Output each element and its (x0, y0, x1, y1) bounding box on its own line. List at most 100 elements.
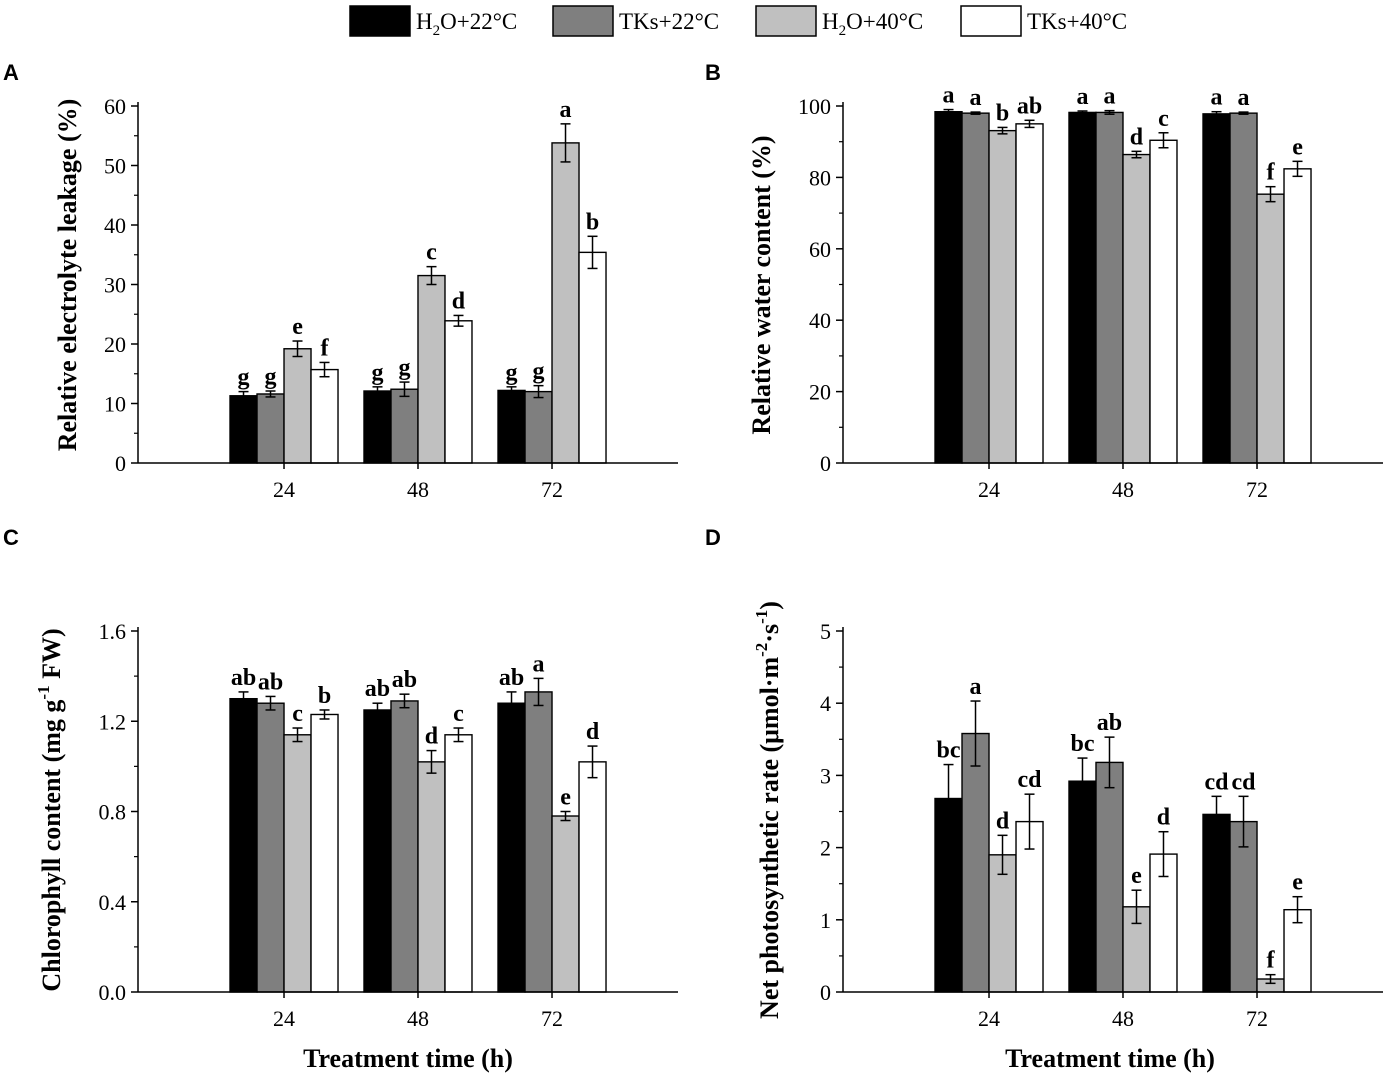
sig-letter-a-48h-series3: c (426, 240, 437, 266)
sig-letter-a-72h-series1: g (506, 360, 518, 386)
bar-b-48h-series4 (1149, 139, 1178, 464)
error-bar-c-48h-series4 (453, 727, 464, 743)
y-tick-label-a-6: 60 (104, 94, 126, 119)
bar-c-72h-series1 (497, 702, 526, 993)
sig-letter-b-24h-series2: a (970, 85, 982, 111)
error-bar-a-24h-series4 (319, 361, 330, 378)
sig-letter-a-24h-series4: f (321, 335, 330, 361)
error-bar-d-48h-series2 (1104, 736, 1115, 789)
sig-letter-c-24h-series3: c (292, 701, 303, 727)
x-axis-title-c: Treatment time (h) (303, 1044, 513, 1073)
bar-c-24h-series3 (283, 734, 312, 993)
y-tick-label-b-2: 40 (809, 308, 831, 333)
panel-letter-d: D (705, 525, 721, 550)
sig-letter-d-24h-series3: d (996, 808, 1010, 834)
error-bar-a-48h-series2 (399, 381, 410, 398)
x-tick-label-c-72: 72 (541, 1006, 563, 1031)
x-tick-label-a-48: 48 (407, 477, 429, 502)
bar-d-48h-series1 (1068, 780, 1097, 993)
x-tick-label-b-48: 48 (1112, 477, 1134, 502)
sig-letter-a-48h-series4: d (452, 288, 466, 314)
legend-swatch-4 (960, 5, 1022, 37)
bar-c-72h-series2 (524, 691, 553, 993)
error-bar-c-48h-series1 (372, 702, 383, 718)
y-tick-label-d-5: 5 (820, 619, 831, 644)
bar-a-24h-series4 (310, 368, 339, 464)
bar-b-72h-series2 (1229, 112, 1258, 464)
error-bar-c-24h-series3 (292, 727, 303, 743)
bar-c-72h-series4 (578, 761, 607, 993)
error-bar-d-72h-series3 (1265, 973, 1276, 985)
panel-letter-b: B (705, 60, 721, 85)
bar-c-72h-series3 (551, 815, 580, 993)
y-tick-label-c-2: 0.8 (99, 800, 127, 825)
bar-a-48h-series1 (363, 390, 392, 464)
sig-letter-b-48h-series1: a (1076, 84, 1088, 110)
sig-letter-a-48h-series1: g (371, 360, 383, 386)
sig-letter-b-72h-series2: a (1238, 85, 1250, 111)
sig-letter-c-48h-series1: ab (365, 676, 390, 702)
sig-letter-b-72h-series3: f (1267, 160, 1276, 186)
y-tick-label-a-4: 40 (104, 213, 126, 238)
y-axis-title-b: Relative water content (%) (747, 135, 776, 434)
y-tick-label-a-1: 10 (104, 392, 126, 417)
bar-b-48h-series2 (1095, 111, 1124, 464)
error-bar-b-24h-series2 (970, 111, 981, 115)
error-bar-d-24h-series4 (1024, 793, 1035, 850)
y-tick-label-b-0: 0 (820, 451, 831, 476)
bar-a-48h-series4 (444, 320, 473, 464)
sig-letter-c-48h-series2: ab (392, 667, 417, 693)
x-axis-title-d: Treatment time (h) (1005, 1044, 1215, 1073)
y-tick-label-b-4: 80 (809, 165, 831, 190)
sig-letter-a-48h-series2: g (398, 355, 410, 381)
sig-letter-a-24h-series2: g (265, 364, 277, 390)
error-bar-a-72h-series1 (506, 386, 517, 395)
sig-letter-d-24h-series4: cd (1018, 767, 1043, 793)
panel-a: A Relative electrolyte leakage (%) g gef2… (3, 60, 678, 502)
bar-c-24h-series1 (229, 697, 258, 993)
bar-c-48h-series2 (390, 700, 419, 993)
error-bar-c-48h-series2 (399, 693, 410, 709)
error-bar-d-48h-series1 (1077, 757, 1088, 806)
y-tick-label-a-2: 20 (104, 332, 126, 357)
error-bar-b-48h-series2 (1104, 109, 1115, 115)
panel-letter-c: C (3, 525, 19, 550)
sig-letter-b-24h-series1: a (943, 83, 955, 109)
sig-letter-a-72h-series3: a (560, 97, 572, 123)
error-bar-b-72h-series4 (1292, 160, 1303, 178)
legend: H2O+22°C TKs+22°C H2O+40°C TKs+40°C (349, 5, 1127, 39)
sig-letter-d-48h-series3: e (1131, 863, 1142, 889)
error-bar-c-24h-series1 (238, 691, 249, 707)
bar-d-72h-series2 (1229, 820, 1258, 993)
x-tick-label-b-24: 24 (978, 477, 1000, 502)
sig-letter-c-24h-series2: ab (258, 669, 283, 695)
sig-letter-d-48h-series1: bc (1070, 731, 1094, 757)
x-tick-label-a-72: 72 (541, 477, 563, 502)
sig-letter-a-24h-series1: g (238, 365, 250, 391)
sig-letter-d-72h-series1: cd (1205, 769, 1230, 795)
x-tick-label-d-24: 24 (978, 1006, 1000, 1031)
sig-letter-a-24h-series3: e (292, 314, 303, 340)
y-tick-label-a-3: 30 (104, 273, 126, 298)
sig-letter-b-24h-series4: ab (1017, 93, 1042, 119)
sig-letter-d-72h-series4: e (1292, 870, 1303, 896)
bar-a-24h-series1 (229, 395, 258, 464)
error-bar-c-72h-series2 (533, 677, 544, 707)
error-bar-d-72h-series2 (1238, 795, 1249, 848)
bar-a-48h-series3 (417, 274, 446, 464)
error-bar-b-24h-series1 (943, 108, 954, 115)
error-bar-d-24h-series3 (997, 834, 1008, 876)
error-bar-c-24h-series2 (265, 695, 276, 711)
sig-letter-c-48h-series4: c (453, 701, 464, 727)
panel-d: D Net photosynthetic rate (μmol·m-2·s-1)… (705, 525, 1383, 1073)
sig-letter-a-72h-series4: b (586, 209, 599, 235)
legend-label-2: TKs+22°C (619, 9, 719, 34)
error-bar-d-48h-series4 (1158, 830, 1169, 878)
y-axis-title-d: Net photosynthetic rate (μmol·m-2·s-1) (752, 601, 784, 1019)
y-tick-label-a-5: 50 (104, 154, 126, 179)
sig-letter-a-72h-series2: g (533, 359, 545, 385)
error-bar-d-72h-series4 (1292, 895, 1303, 924)
sig-letter-b-48h-series2: a (1103, 84, 1115, 110)
